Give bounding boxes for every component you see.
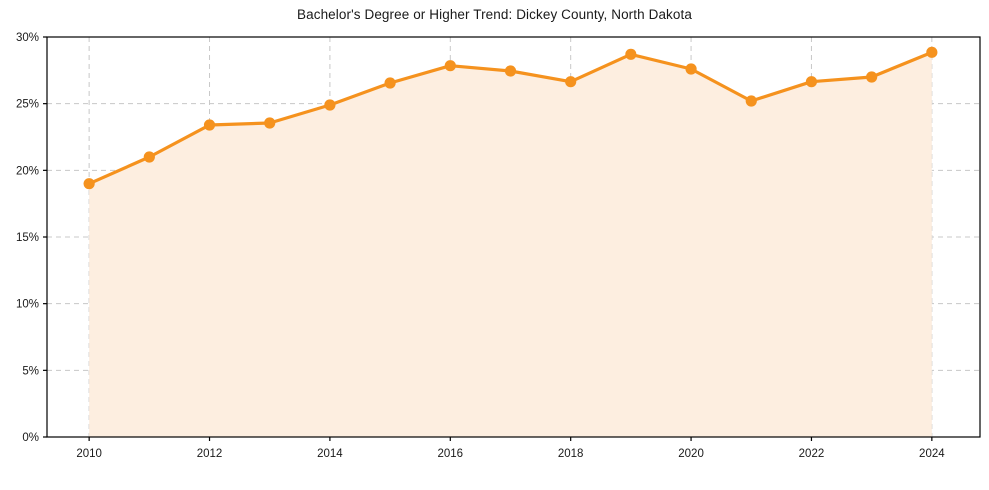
- data-point: [625, 48, 637, 60]
- y-axis-label: 20%: [16, 165, 39, 177]
- data-point: [504, 65, 517, 77]
- area-fill: [89, 52, 932, 437]
- data-point: [384, 77, 396, 89]
- data-point: [444, 60, 456, 72]
- data-point: [926, 46, 938, 58]
- data-point: [565, 76, 577, 88]
- y-axis-label: 5%: [22, 365, 39, 377]
- data-point: [745, 95, 757, 107]
- data-point: [685, 63, 697, 75]
- y-axis-label: 15%: [16, 232, 39, 244]
- y-axis-label: 30%: [16, 32, 39, 44]
- data-point: [324, 99, 336, 111]
- x-axis-label: 2012: [197, 448, 223, 460]
- data-point: [83, 178, 95, 190]
- x-axis-label: 2024: [919, 448, 945, 460]
- x-axis-label: 2018: [558, 448, 584, 460]
- y-axis-label: 10%: [16, 299, 39, 311]
- y-axis-label: 25%: [16, 99, 39, 111]
- x-axis-label: 2014: [317, 448, 343, 460]
- data-point: [264, 117, 276, 129]
- x-axis-label: 2022: [799, 448, 825, 460]
- data-point: [805, 76, 818, 88]
- data-point: [866, 71, 878, 83]
- chart-title: Bachelor's Degree or Higher Trend: Dicke…: [297, 7, 692, 22]
- x-axis-label: 2020: [678, 448, 704, 460]
- data-point: [203, 119, 216, 131]
- x-axis-label: 2010: [76, 448, 102, 460]
- data-point: [143, 151, 155, 163]
- y-axis-label: 0%: [22, 432, 39, 444]
- x-axis-label: 2016: [437, 448, 463, 460]
